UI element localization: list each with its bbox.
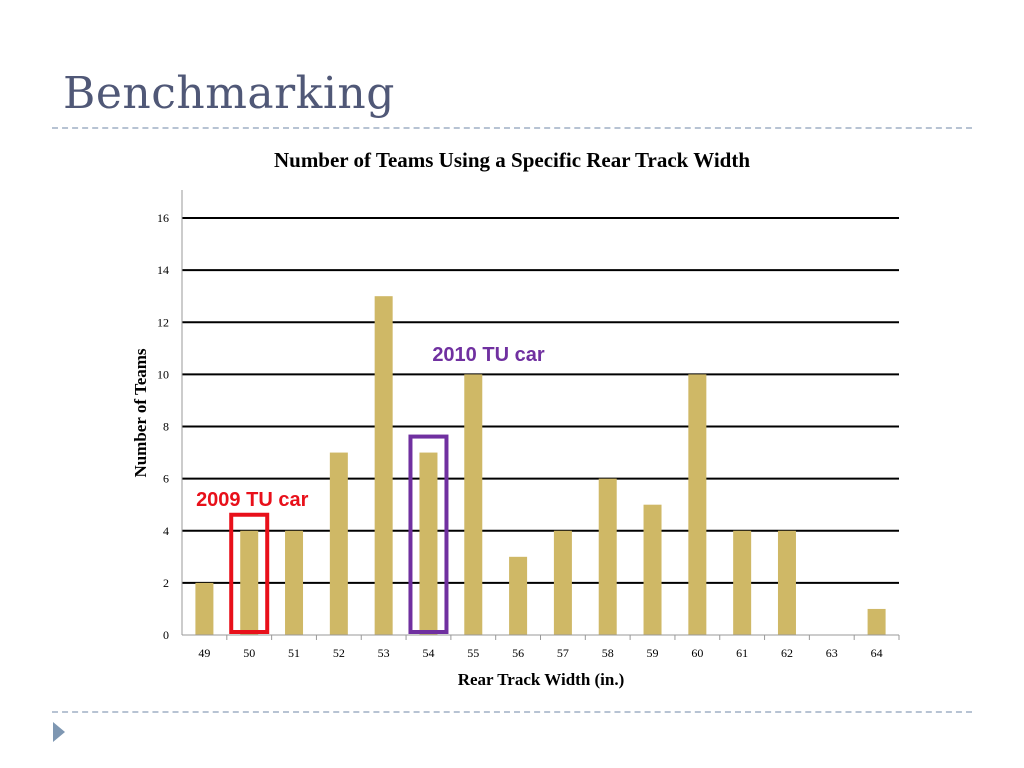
title-divider <box>52 127 972 129</box>
x-tick-label: 52 <box>333 646 345 660</box>
x-tick-label: 51 <box>288 646 300 660</box>
x-tick-label: 62 <box>781 646 793 660</box>
bar-50 <box>240 530 259 635</box>
y-tick-label: 12 <box>157 315 169 329</box>
x-tick-label: 57 <box>557 646 569 660</box>
triangle-right-icon[interactable] <box>53 722 65 742</box>
x-tick-label: 64 <box>871 646 883 660</box>
y-tick-label: 14 <box>157 263 169 277</box>
y-tick-label: 6 <box>163 472 169 486</box>
x-tick-label: 60 <box>691 646 703 660</box>
bar-55 <box>464 374 483 635</box>
y-tick-label: 0 <box>163 628 169 642</box>
y-tick-label: 10 <box>157 367 169 381</box>
y-tick-label: 16 <box>157 211 169 225</box>
highlight-box-54 <box>408 434 449 634</box>
bar-64 <box>867 608 886 635</box>
bar-56 <box>509 556 528 635</box>
x-tick-label: 58 <box>602 646 614 660</box>
x-tick-label: 59 <box>647 646 659 660</box>
annotation-label: 2009 TU car <box>196 489 309 511</box>
y-tick-label: 4 <box>163 524 169 538</box>
bar-58 <box>598 478 617 635</box>
x-tick-label: 55 <box>467 646 479 660</box>
footer-divider <box>52 711 972 713</box>
x-tick-label: 61 <box>736 646 748 660</box>
bar-57 <box>553 530 572 635</box>
bar-60 <box>688 374 707 635</box>
highlight-box-50 <box>229 512 270 634</box>
x-tick-label: 53 <box>378 646 390 660</box>
bar-62 <box>777 530 796 635</box>
bar-52 <box>329 452 348 635</box>
y-tick-label: 8 <box>163 420 169 434</box>
x-tick-label: 50 <box>243 646 255 660</box>
x-tick-label: 49 <box>198 646 210 660</box>
x-tick-label: 63 <box>826 646 838 660</box>
annotation-label: 2010 TU car <box>432 344 545 366</box>
x-tick-label: 56 <box>512 646 524 660</box>
slide-title: Benchmarking <box>63 68 395 119</box>
bar-53 <box>374 296 393 635</box>
y-tick-label: 2 <box>163 576 169 590</box>
y-axis-label: Number of Teams <box>131 348 150 477</box>
x-tick-label: 54 <box>422 646 434 660</box>
chart-title: Number of Teams Using a Specific Rear Tr… <box>274 148 750 172</box>
bar-49 <box>195 582 214 635</box>
x-axis-label: Rear Track Width (in.) <box>458 670 625 689</box>
bar-61 <box>733 530 752 635</box>
bar-59 <box>643 504 662 635</box>
bar-54 <box>419 452 438 635</box>
bar-51 <box>285 530 304 635</box>
